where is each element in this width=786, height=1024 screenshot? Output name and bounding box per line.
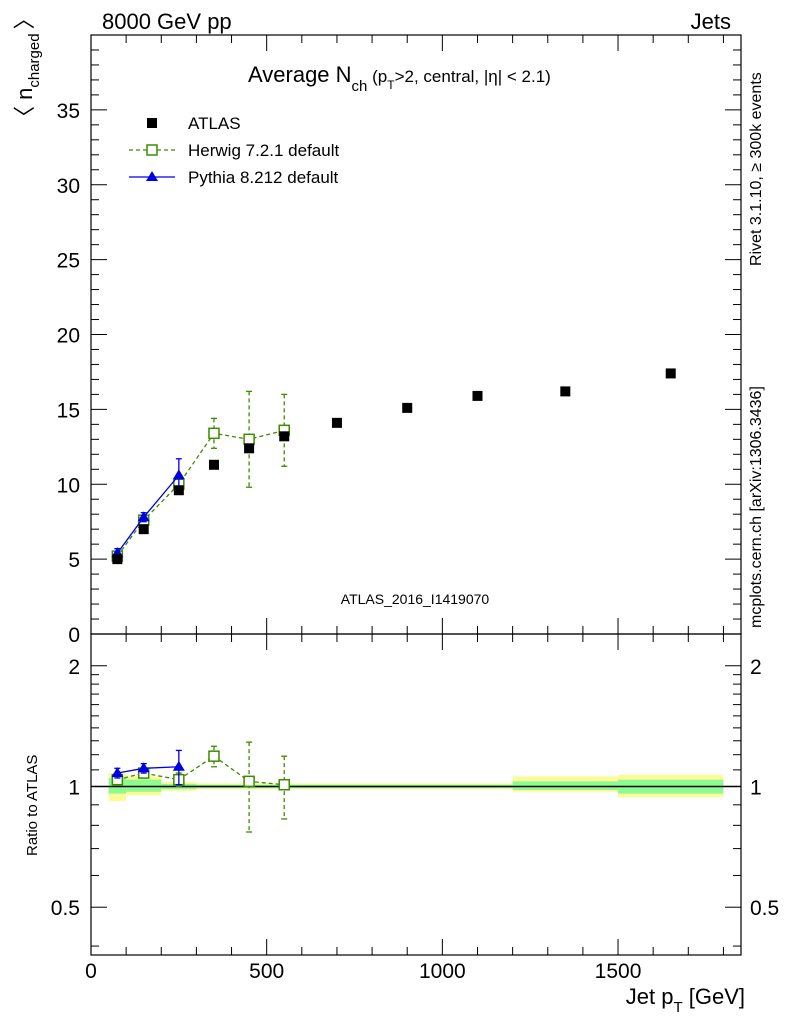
pythia-point — [137, 511, 150, 522]
rivet-label: Rivet 3.1.10, ≥ 300k events — [748, 72, 765, 266]
y-tick-label: 15 — [57, 399, 80, 422]
atlas-point — [331, 417, 342, 428]
ratio-ticks: 0.5 0.5 1 1 2 2 — [51, 634, 779, 955]
ratio-herwig-point — [208, 750, 220, 762]
y-tick-label: 30 — [57, 175, 80, 198]
herwig-point — [243, 433, 255, 446]
y-axis-label: 〈 ncharged〉 — [12, 7, 43, 128]
y-axis-label-sub: charged — [26, 33, 43, 87]
legend-marker-herwig — [146, 144, 158, 156]
x-tick-label: 1500 — [595, 960, 642, 983]
legend-label-atlas: ATLAS — [188, 114, 241, 133]
analysis-tag: ATLAS_2016_I1419070 — [341, 591, 490, 607]
atlas-point — [244, 443, 255, 454]
ratio-y-axis-label: Ratio to ATLAS — [24, 755, 41, 856]
ratio-pythia-point — [111, 767, 124, 778]
y-tick-label: 5 — [68, 549, 80, 572]
ratio-bands — [91, 773, 741, 802]
mcplots-label: mcplots.cern.ch [arXiv:1306.3436] — [748, 386, 765, 628]
legend-label-herwig: Herwig 7.2.1 default — [188, 141, 339, 160]
plot-title: Average Nch (pT>2, central, |η| < 2.1) — [248, 62, 551, 95]
legend-marker-atlas — [147, 118, 157, 128]
header-right-label: Jets — [691, 9, 731, 34]
ratio-band-inner — [512, 781, 619, 790]
ratio-pythia-point — [137, 762, 150, 773]
y-tick-label: 25 — [57, 250, 80, 273]
atlas-point — [560, 386, 571, 397]
ratio-pythia-point — [172, 760, 185, 771]
main-data — [111, 368, 676, 565]
ratio-y-tick-label-right: 1 — [750, 776, 762, 799]
ratio-y-tick-label-right: 2 — [750, 656, 762, 679]
legend-label-pythia: Pythia 8.212 default — [188, 168, 339, 187]
title-sub-t: T — [387, 78, 395, 92]
atlas-point — [665, 368, 676, 379]
ratio-band-inner — [126, 779, 162, 792]
atlas-point — [112, 554, 123, 565]
legend-marker-pythia — [146, 171, 158, 181]
atlas-point — [138, 524, 149, 535]
pythia-point — [172, 469, 185, 480]
x-axis-label: Jet pT [GeV] — [626, 984, 745, 1016]
y-tick-label: 0 — [68, 624, 80, 647]
atlas-point — [279, 431, 290, 442]
herwig-point — [208, 427, 220, 440]
legend: ATLAS Herwig 7.2.1 default Pythia 8.212 … — [129, 114, 339, 187]
main-panel: 0 5 10 15 20 25 30 35 — [57, 34, 742, 647]
ratio-herwig-point — [243, 775, 255, 788]
header-left-label: 8000 GeV pp — [102, 9, 232, 34]
atlas-point — [402, 402, 413, 413]
ratio-y-tick-label: 1 — [68, 776, 80, 799]
main-ticks: 0 5 10 15 20 25 30 35 — [57, 35, 741, 647]
herwig-line — [116, 429, 285, 557]
x-tick-labels: 0 500 1000 1500 — [85, 960, 641, 983]
pythia-line — [116, 474, 180, 554]
ratio-y-tick-label-right: 0.5 — [750, 897, 779, 920]
ratio-panel: 0.5 0.5 1 1 2 2 — [51, 633, 779, 956]
atlas-point — [173, 485, 184, 496]
ratio-panel-frame — [90, 633, 742, 956]
y-tick-label: 35 — [57, 100, 80, 123]
ratio-data — [111, 741, 290, 833]
x-tick-label: 1000 — [419, 960, 466, 983]
atlas-point — [472, 390, 483, 401]
y-tick-label: 20 — [57, 325, 80, 348]
x-tick-label: 0 — [85, 960, 97, 983]
title-sub-ch: ch — [352, 78, 368, 95]
atlas-point — [208, 459, 219, 470]
ratio-y-tick-label: 2 — [68, 656, 80, 679]
y-tick-label: 10 — [57, 474, 80, 497]
ratio-herwig-point — [278, 778, 290, 791]
ratio-y-tick-label: 0.5 — [51, 897, 80, 920]
x-axis-label-sub: T — [673, 999, 682, 1016]
x-tick-label: 500 — [249, 960, 284, 983]
